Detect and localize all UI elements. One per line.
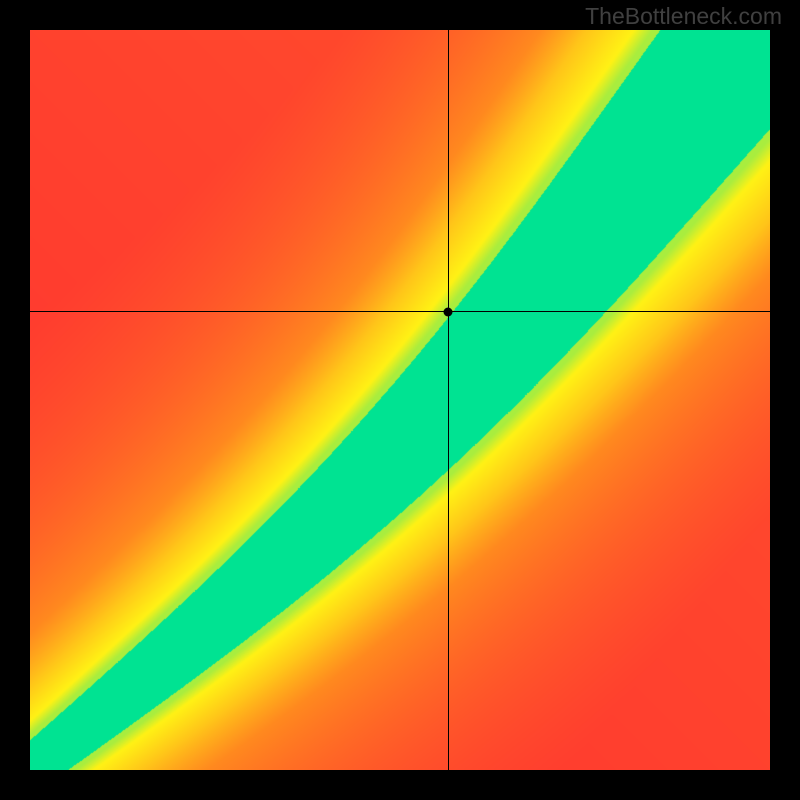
crosshair-marker: [444, 307, 453, 316]
heatmap-canvas: [30, 30, 770, 770]
crosshair-vertical: [448, 30, 449, 770]
watermark-text: TheBottleneck.com: [585, 3, 782, 30]
chart-container: TheBottleneck.com: [0, 0, 800, 800]
crosshair-horizontal: [30, 311, 770, 312]
heatmap-plot: [30, 30, 770, 770]
